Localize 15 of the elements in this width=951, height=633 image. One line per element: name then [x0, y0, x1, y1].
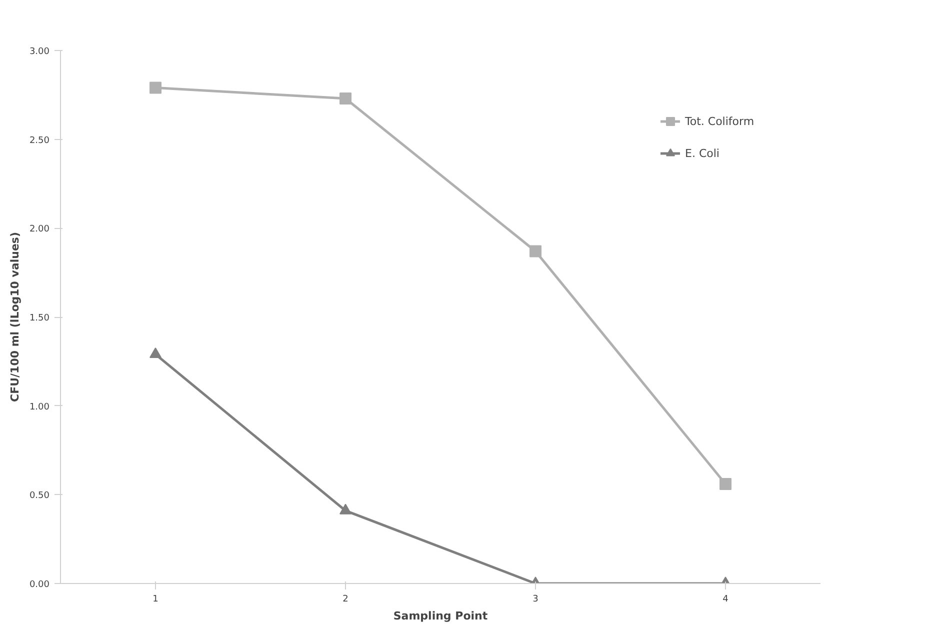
x-tick-label: 2: [342, 594, 348, 604]
x-tick-label: 4: [722, 594, 729, 604]
x-tick-label: 3: [532, 594, 538, 604]
legend-label: E. Coli: [685, 146, 720, 160]
y-tick-label: 0.50: [29, 491, 50, 502]
x-axis-title: Sampling Point: [393, 610, 488, 622]
y-tick-label: 3.00: [29, 47, 50, 57]
y-tick-label: 2.50: [29, 136, 50, 146]
y-axis-title: CFU/100 ml (lLog10 values): [8, 232, 22, 402]
y-tick-label: 0.00: [29, 580, 50, 590]
y-tick-label: 1.50: [29, 314, 50, 324]
x-tick-label: 1: [152, 594, 158, 604]
y-tick-label: 1.00: [29, 402, 50, 412]
y-tick-label: 2.00: [29, 224, 50, 235]
legend-label: Tot. Coliform: [685, 114, 754, 128]
